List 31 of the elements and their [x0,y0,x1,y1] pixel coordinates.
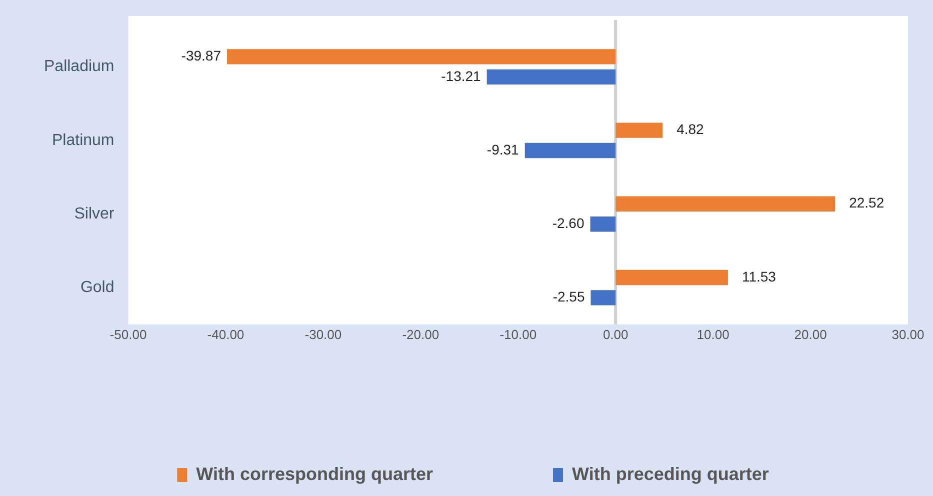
y-tick-label: Palladium [44,58,114,76]
data-label: -2.60 [552,214,584,231]
x-tick-label: -50.00 [110,326,147,342]
y-tick-label: Silver [74,205,115,222]
data-label: -13.21 [441,68,482,84]
x-tick-label: -20.00 [402,326,440,342]
x-tick-label: -10.00 [500,326,537,342]
bar [616,270,728,286]
bar [486,69,616,85]
bar [524,142,616,158]
bar [590,290,616,306]
data-label: -2.55 [552,288,585,305]
data-label: 11.53 [742,268,776,284]
y-tick-label: Gold [80,279,114,296]
x-tick-label: 30.00 [892,326,924,342]
legend-label: With preceding quarter [572,464,769,484]
y-tick-label: Platinum [52,132,114,149]
data-label: -9.31 [486,141,520,158]
bar [226,49,616,64]
data-label: 4.82 [676,121,704,138]
data-label: -39.87 [181,48,222,64]
x-tick-label: -30.00 [304,326,342,342]
bar [590,216,616,232]
x-tick-label: 10.00 [696,326,730,342]
x-tick-label: 20.00 [794,326,827,342]
bar [616,122,663,138]
legend-label: With corresponding quarter [196,464,434,484]
x-tick-label: 0.00 [602,326,628,342]
x-tick-label: -40.00 [207,326,244,342]
data-label: 22.52 [849,194,884,211]
bar [616,196,836,212]
